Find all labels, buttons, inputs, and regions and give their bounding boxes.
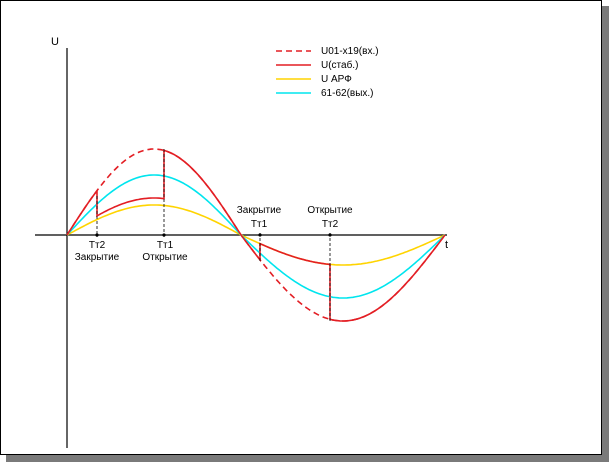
legend-label-input: U01-x19(вх.) — [321, 46, 379, 57]
tt1-close-label-bottom: Тт1 — [251, 219, 268, 230]
waveform-diagram: U t Тт2 Закрытие Тт1 Открытие Закрытие Т… — [35, 36, 448, 448]
tt2-open-label-top: Открытие — [307, 205, 353, 216]
frame-shadow-right — [602, 6, 609, 462]
tt2-open-marker-dot — [328, 233, 332, 237]
legend-label-stabilized: U(стаб.) — [321, 59, 358, 71]
x-axis-label: t — [445, 239, 448, 251]
diagram-frame: U t Тт2 Закрытие Тт1 Открытие Закрытие Т… — [0, 0, 602, 455]
y-axis-label: U — [51, 36, 59, 48]
legend-label-output: 61-62(вых.) — [321, 88, 374, 99]
output-voltage-curve — [66, 174, 446, 299]
tt1-close-label-top: Закрытие — [237, 205, 282, 216]
tt1-open-marker-dot — [162, 233, 166, 237]
tt2-close-label-bottom: Закрытие — [75, 252, 120, 263]
tt1-open-label-bottom: Открытие — [142, 252, 188, 263]
tt2-close-label-top: Тт2 — [89, 240, 106, 251]
stabilized-voltage-curve — [66, 149, 446, 322]
tt2-close-marker-dot — [95, 233, 99, 237]
afr-voltage-curve — [66, 204, 446, 266]
legend-label-afr: U АРФ — [321, 74, 352, 85]
frame-shadow-bottom — [6, 455, 609, 462]
legend: U01-x19(вх.) U(стаб.) U АРФ 61-62(вых.) — [276, 46, 379, 99]
tt2-open-label-bottom: Тт2 — [322, 219, 339, 230]
tt1-open-label-top: Тт1 — [157, 240, 174, 251]
tt1-close-marker-dot — [258, 233, 262, 237]
